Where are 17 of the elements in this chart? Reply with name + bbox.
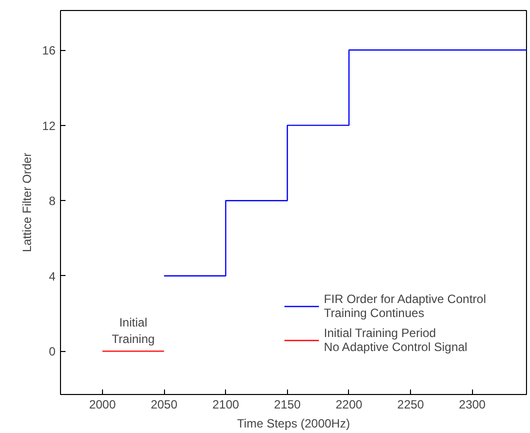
y-tick-label: 0 <box>48 344 56 359</box>
y-tick-label: 16 <box>42 44 56 58</box>
x-tick-label: 2150 <box>274 398 302 412</box>
y-tick-label: 4 <box>48 269 56 284</box>
x-tick-label: 2100 <box>212 398 240 412</box>
legend-label: Initial Training Period No Adaptive Control Signal <box>324 326 468 354</box>
x-tick-label: 2200 <box>336 398 363 412</box>
y-tick-label: 8 <box>48 194 56 208</box>
y-tick-label: 12 <box>42 118 56 133</box>
annotation: Initial Training <box>112 315 155 346</box>
x-tick-label: 2000 <box>89 398 116 412</box>
x-tick-label: 2300 <box>458 398 486 412</box>
y-axis-title: Lattice Filter Order <box>20 152 34 252</box>
x-axis-title: Time Steps (2000Hz) <box>237 416 350 430</box>
x-tick-label: 2050 <box>150 398 178 412</box>
x-tick-label: 2250 <box>397 398 424 412</box>
legend-label: FIR Order for Adaptive Control Training Continues <box>324 292 486 320</box>
